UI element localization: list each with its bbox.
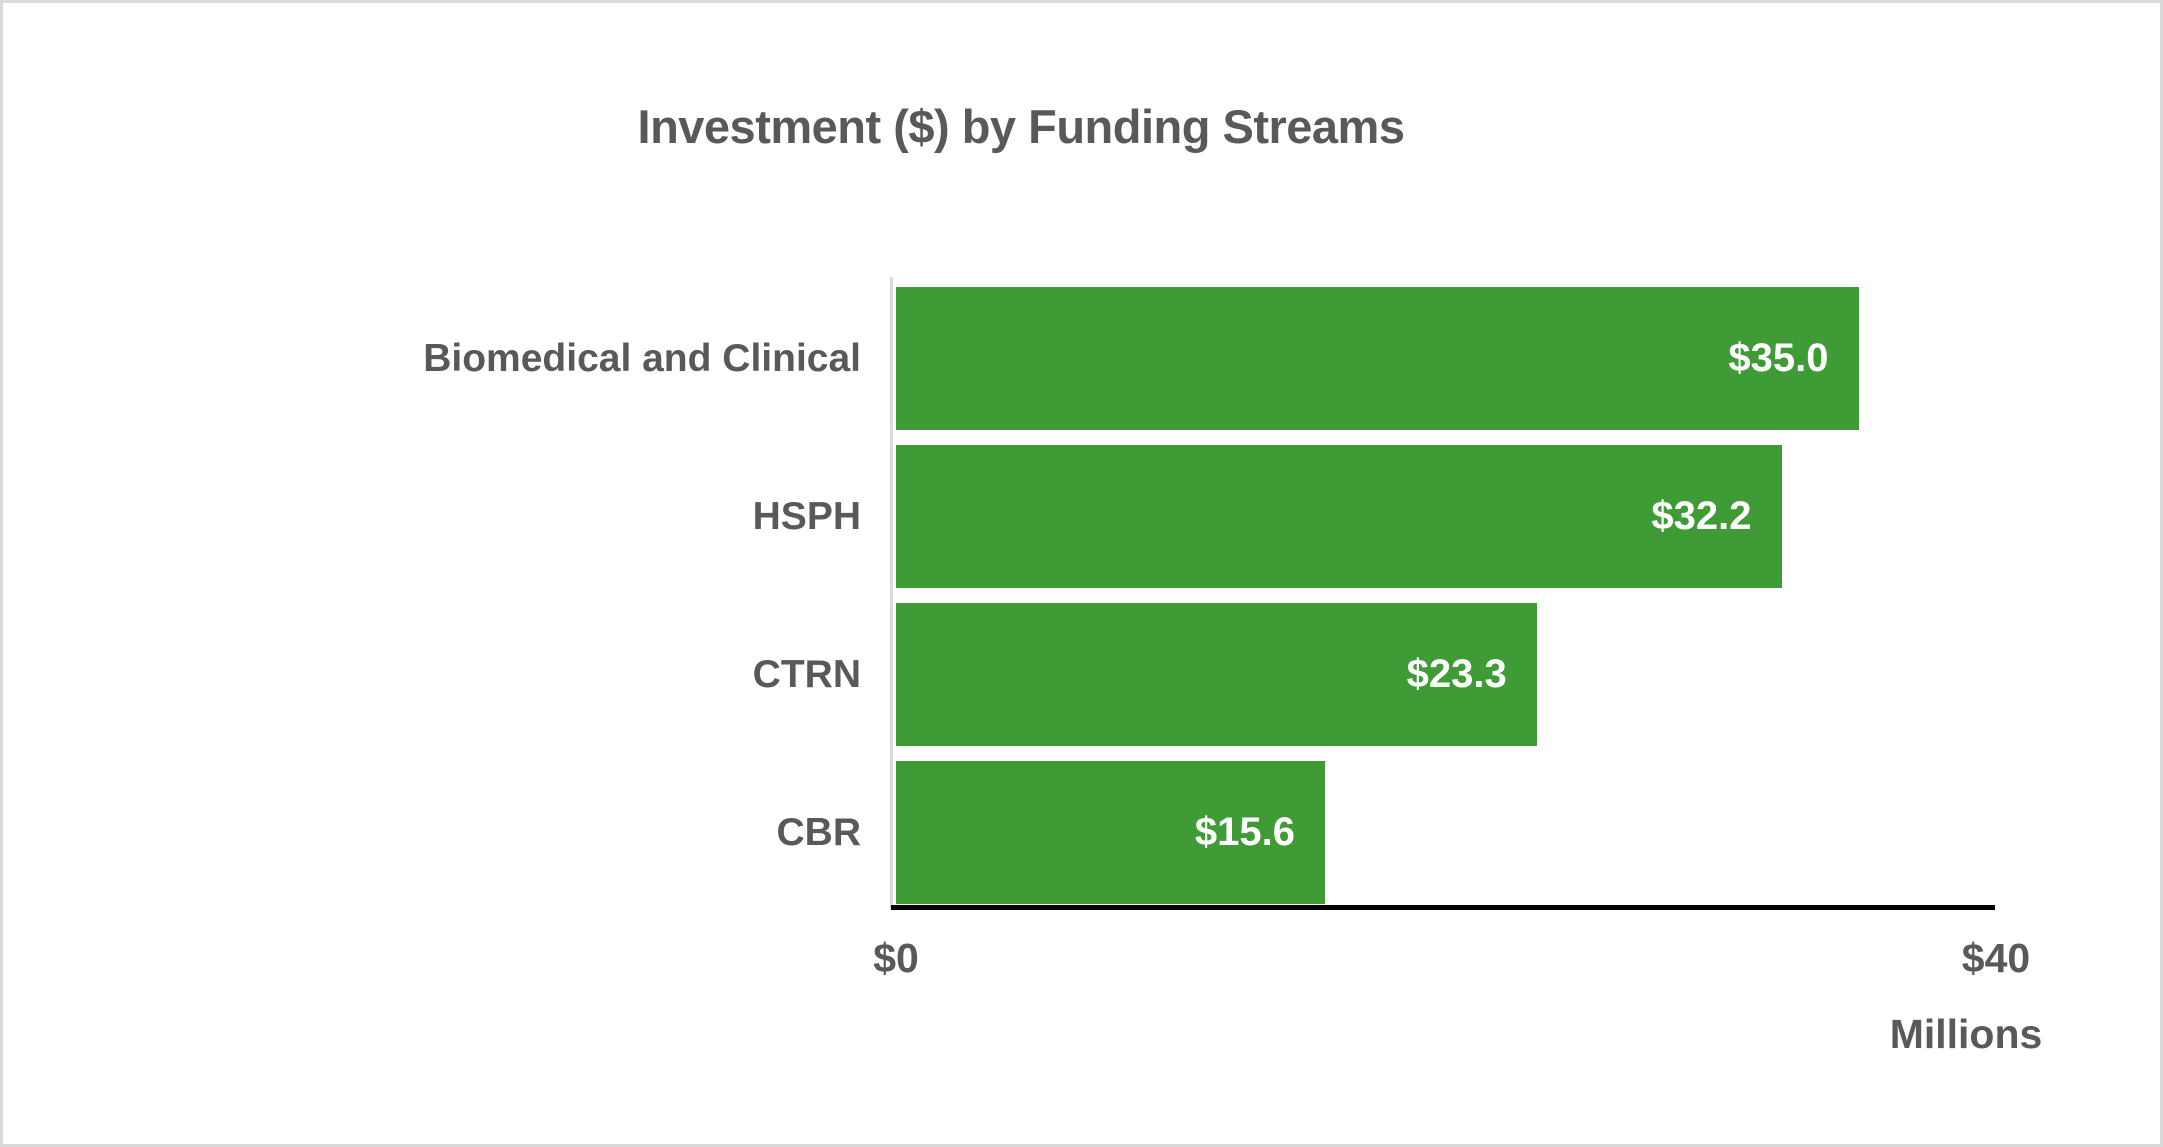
chart-title: Investment ($) by Funding Streams [637,100,1405,153]
bar-row: Biomedical and Clinical $35.0 [3,287,2160,430]
plot-rows: Biomedical and Clinical $35.0 HSPH $32.2 CTR… [3,287,2160,919]
bar-value-label: $23.3 [1406,652,1507,696]
x-tick-label: $0 [873,935,919,981]
bar: $15.6 [896,761,1325,904]
category-label: HSPH [752,494,861,538]
category-label: CBR [776,810,862,854]
bar: $35.0 [896,287,1859,430]
bar-row: HSPH $32.2 [3,445,2160,588]
category-label: Biomedical and Clinical [423,336,861,380]
bar-track: $35.0 [896,287,1996,430]
value-axis-line [891,905,1995,910]
bar-value-label: $35.0 [1728,336,1829,380]
bar-track: $23.3 [896,603,1996,746]
bar-row: CTRN $23.3 [3,603,2160,746]
bar: $32.2 [896,445,1782,588]
bar: $23.3 [896,603,1537,746]
x-tick-labels: $0 $40 [873,935,2030,985]
bar-row: CBR $15.6 [3,761,2160,904]
x-tick-label: $40 [1961,935,2031,981]
bar-track: $15.6 [896,761,1996,904]
axis-unit-label: Millions [1889,1011,2043,1057]
bar-value-label: $15.6 [1194,810,1295,854]
category-label: CTRN [752,652,861,696]
category-axis-line [890,277,893,909]
bar-value-label: $32.2 [1651,494,1752,538]
bar-track: $32.2 [896,445,1996,588]
